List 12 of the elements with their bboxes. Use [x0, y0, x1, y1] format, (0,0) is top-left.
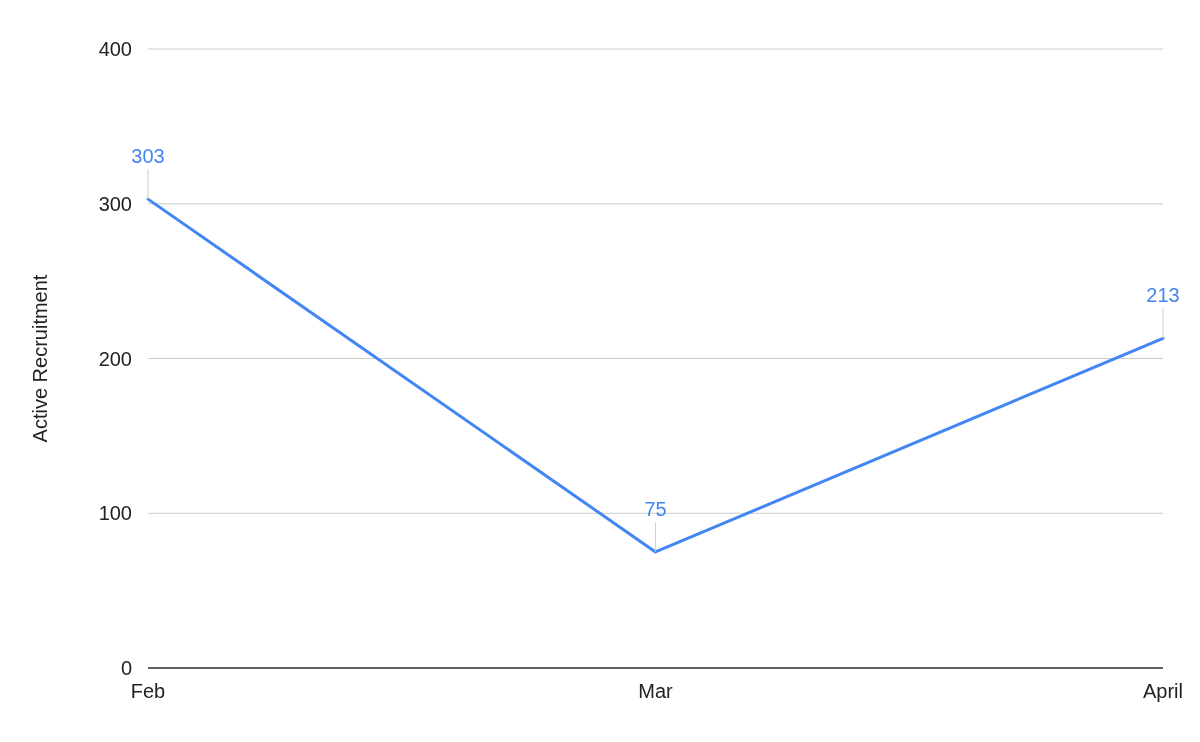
- y-tick-label: 100: [98, 502, 132, 525]
- x-tick-label: April: [1142, 680, 1184, 703]
- y-tick-label: 300: [98, 192, 132, 215]
- x-tick-label: Mar: [638, 680, 674, 703]
- y-axis-title: Active Recruitment: [29, 274, 52, 443]
- y-tick-label: 400: [98, 38, 132, 61]
- x-tick-label: Feb: [130, 680, 166, 703]
- y-tick-label: 0: [120, 657, 132, 680]
- data-label: 213: [1146, 284, 1180, 307]
- y-tick-label: 200: [98, 347, 132, 370]
- data-label: 303: [131, 145, 165, 168]
- data-label: 75: [644, 497, 667, 520]
